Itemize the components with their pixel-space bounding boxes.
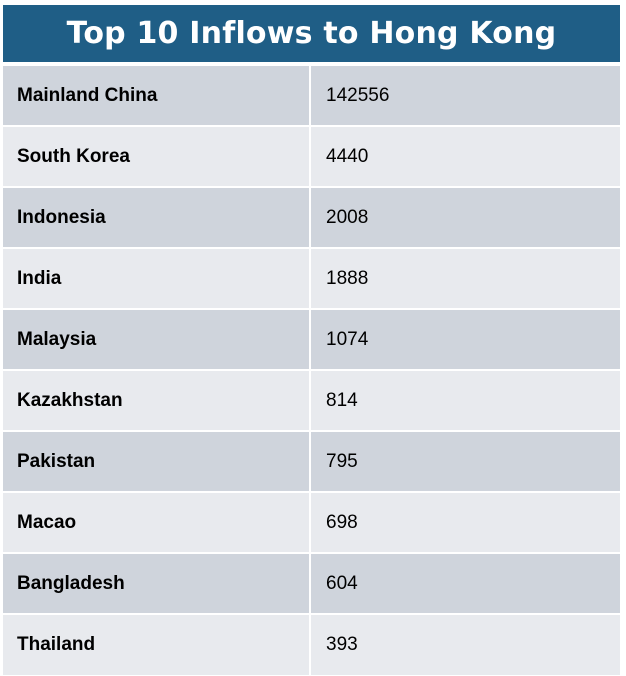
country-name-cell: Pakistan: [3, 432, 311, 491]
table-row: Indonesia 2008: [3, 188, 620, 249]
country-name-cell: Thailand: [3, 615, 311, 675]
inflows-table: Top 10 Inflows to Hong Kong Mainland Chi…: [3, 5, 620, 675]
country-name-cell: Macao: [3, 493, 311, 552]
country-name-cell: South Korea: [3, 127, 311, 186]
table-row: Bangladesh 604: [3, 554, 620, 615]
inflow-value-cell: 814: [311, 371, 620, 430]
table-row: Macao 698: [3, 493, 620, 554]
country-name-cell: India: [3, 249, 311, 308]
inflow-value-cell: 4440: [311, 127, 620, 186]
table-row: South Korea 4440: [3, 127, 620, 188]
table-row: India 1888: [3, 249, 620, 310]
inflow-value-cell: 604: [311, 554, 620, 613]
inflow-value-cell: 1888: [311, 249, 620, 308]
country-name-cell: Bangladesh: [3, 554, 311, 613]
inflow-value-cell: 2008: [311, 188, 620, 247]
country-name-cell: Indonesia: [3, 188, 311, 247]
table-row: Thailand 393: [3, 615, 620, 675]
inflow-value-cell: 795: [311, 432, 620, 491]
country-name-cell: Mainland China: [3, 66, 311, 125]
country-name-cell: Kazakhstan: [3, 371, 311, 430]
table-row: Pakistan 795: [3, 432, 620, 493]
table-title: Top 10 Inflows to Hong Kong: [3, 5, 620, 66]
table-row: Mainland China 142556: [3, 66, 620, 127]
inflow-value-cell: 142556: [311, 66, 620, 125]
inflow-value-cell: 698: [311, 493, 620, 552]
country-name-cell: Malaysia: [3, 310, 311, 369]
inflow-value-cell: 393: [311, 615, 620, 675]
table-row: Kazakhstan 814: [3, 371, 620, 432]
table-row: Malaysia 1074: [3, 310, 620, 371]
inflow-value-cell: 1074: [311, 310, 620, 369]
table-body: Mainland China 142556 South Korea 4440 Indon…: [3, 66, 620, 675]
